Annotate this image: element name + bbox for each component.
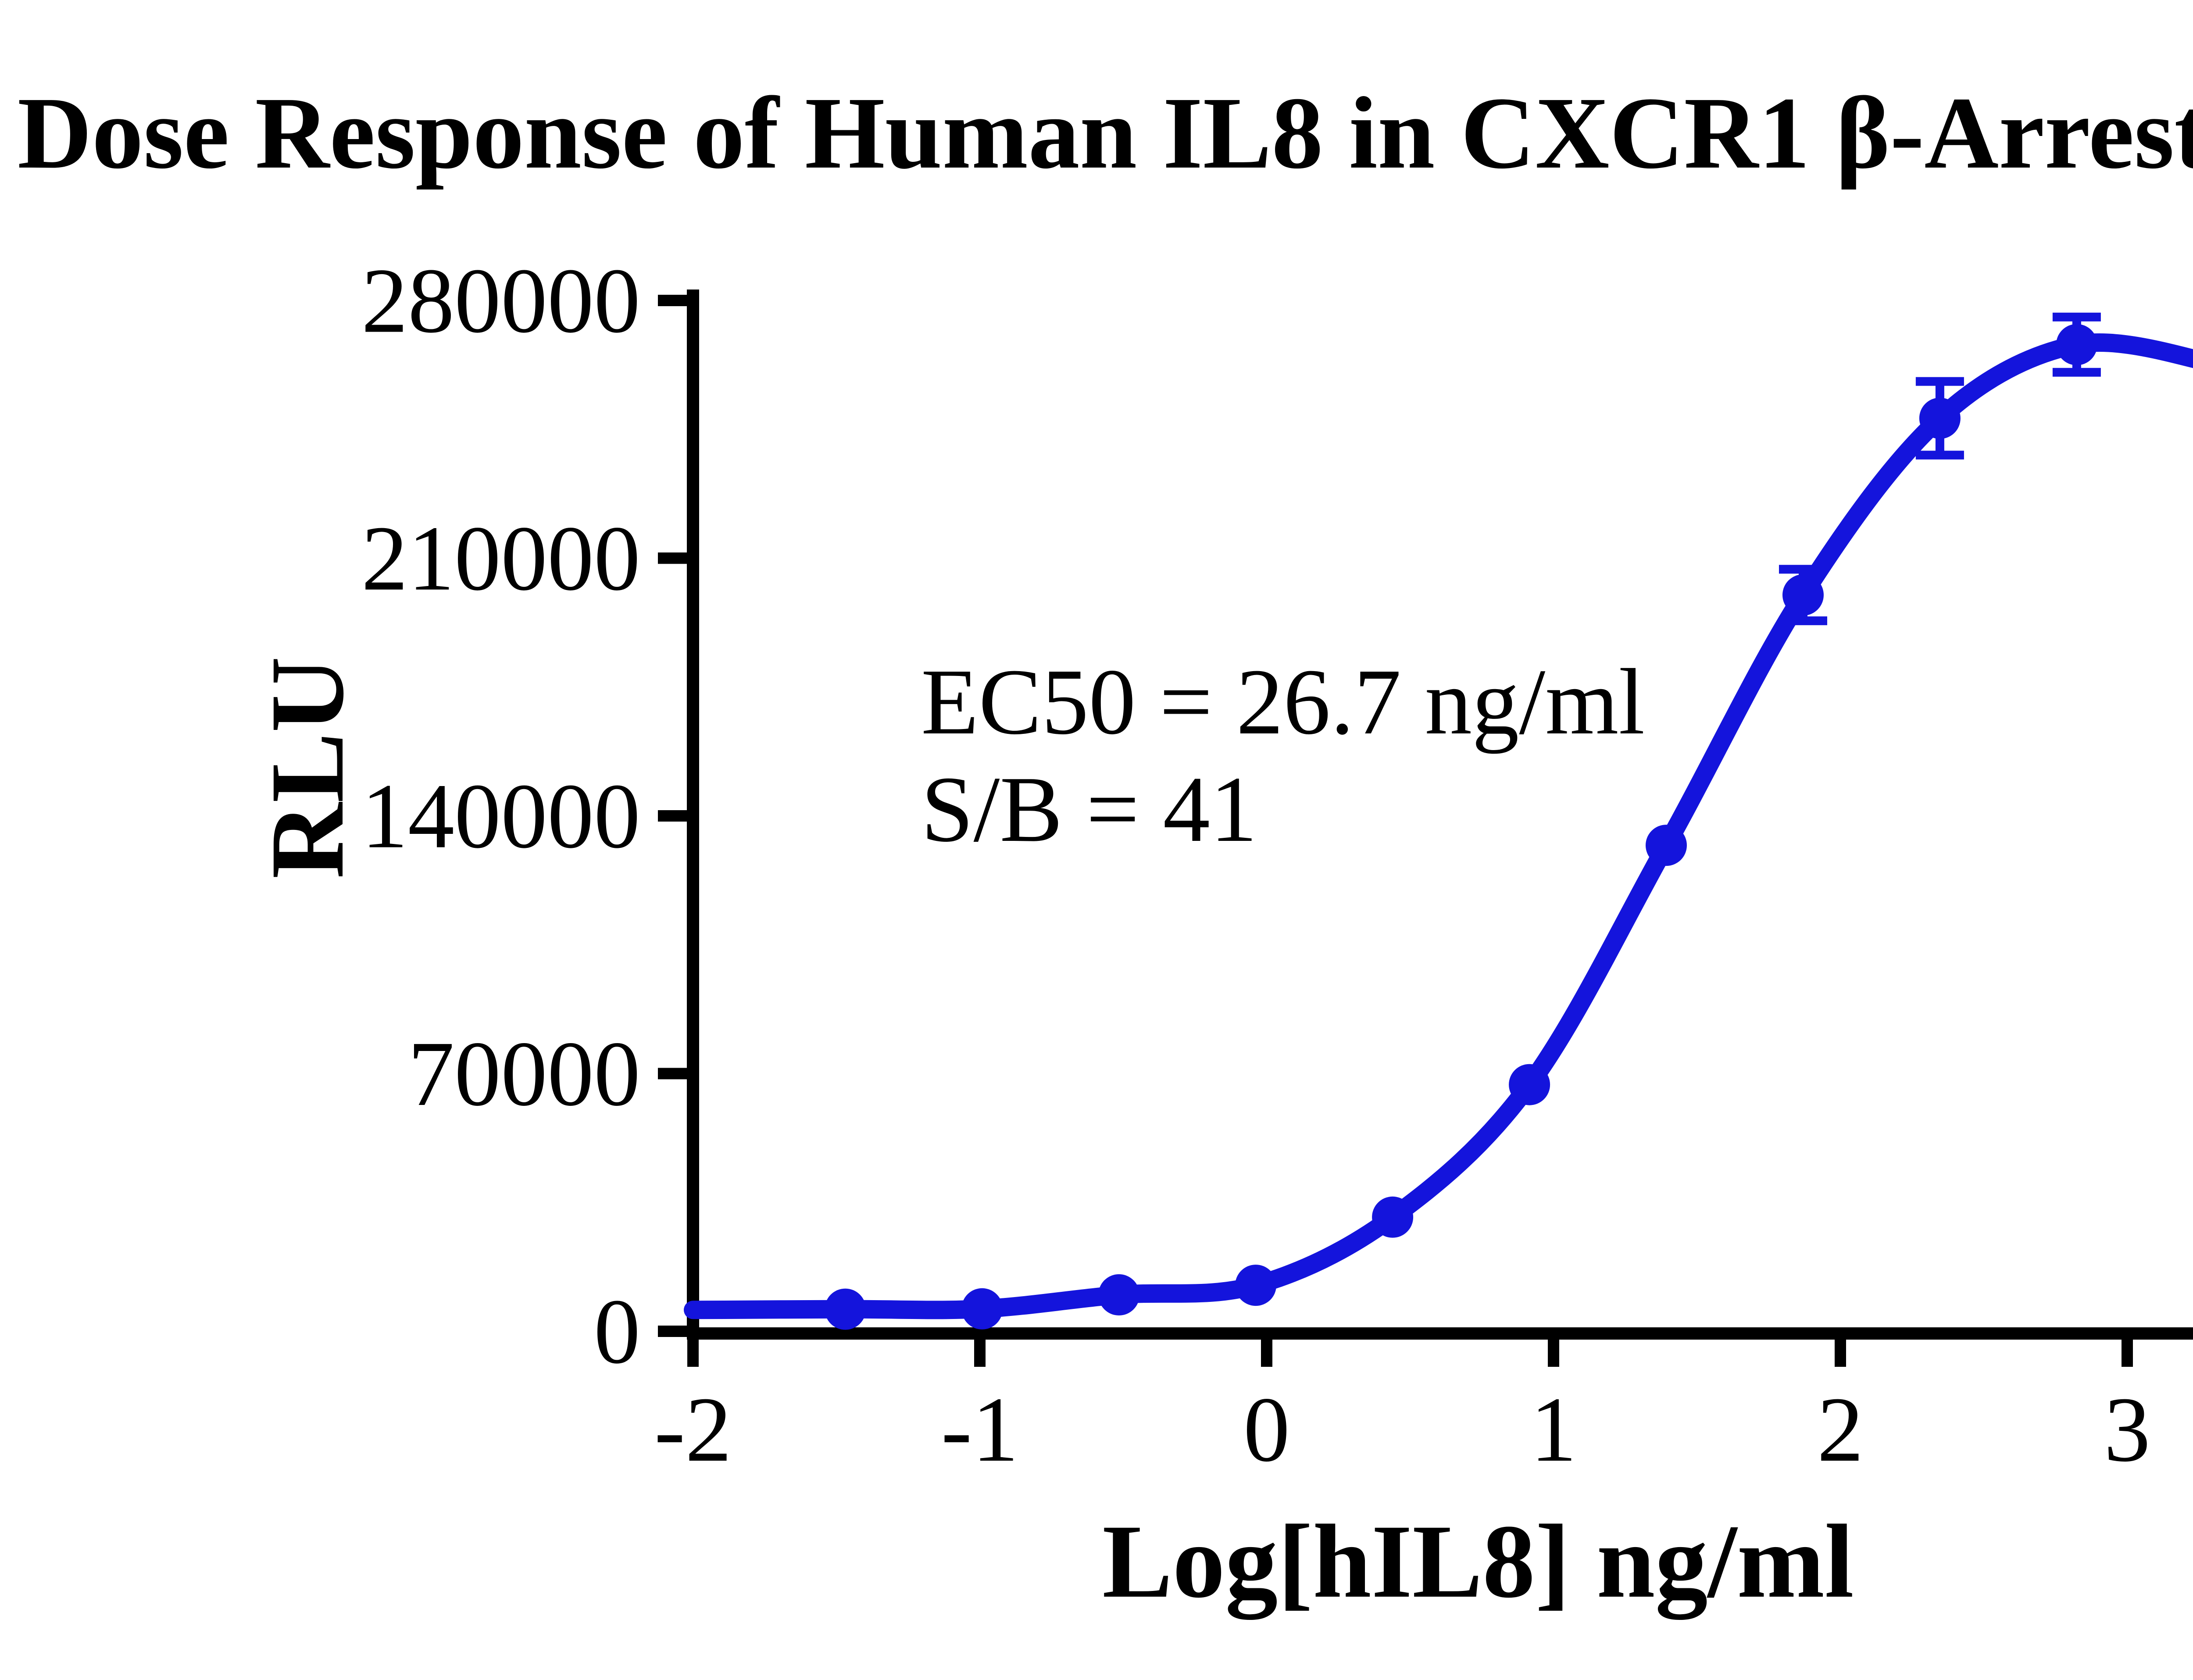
data-point	[961, 1288, 1003, 1330]
x-tick-label: 2	[1817, 1378, 1864, 1481]
y-tick-label: 210000	[361, 507, 640, 610]
x-tick-label: -2	[654, 1378, 732, 1481]
y-tick-label: 140000	[361, 765, 640, 868]
data-point	[1372, 1196, 1414, 1238]
x-tick-label: 0	[1243, 1378, 1290, 1481]
data-point	[1509, 1064, 1550, 1105]
y-tick-labels: 0 70000 140000 210000 280000	[361, 249, 640, 1383]
x-tick-labels: -2 -1 0 1 2 3	[654, 1378, 2150, 1481]
data-point	[1098, 1274, 1140, 1315]
data-point	[1919, 397, 1961, 439]
x-tick-label: 3	[2104, 1378, 2150, 1481]
annotation-block: EC50 = 26.7 ng/ml S/B = 41	[921, 649, 1645, 861]
data-point	[825, 1288, 866, 1330]
chart-title: Dose Response of Human IL8 in CXCR1 β-Ar…	[18, 76, 2193, 190]
y-axis: 0 70000 140000 210000 280000 RLU	[249, 249, 699, 1383]
data-point	[1782, 574, 1824, 616]
x-axis: -2 -1 0 1 2 3 Log[hIL8] ng/ml	[654, 1327, 2193, 1620]
fit-curve	[684, 333, 2193, 1319]
data-point	[2056, 324, 2097, 365]
data-point	[1235, 1265, 1277, 1306]
data-series	[684, 312, 2193, 1330]
x-ticks	[687, 1340, 2133, 1367]
y-tick-label: 0	[594, 1280, 640, 1383]
data-point	[1646, 825, 1687, 866]
y-tick-label: 280000	[361, 249, 640, 352]
annotation-ec50: EC50 = 26.7 ng/ml	[921, 649, 1645, 754]
y-tick-label: 70000	[408, 1022, 640, 1125]
y-ticks	[658, 295, 687, 1337]
y-axis-title: RLU	[249, 657, 365, 879]
x-axis-title: Log[hIL8] ng/ml	[1102, 1503, 1854, 1620]
x-tick-label: -1	[941, 1378, 1019, 1481]
annotation-sb: S/B = 41	[921, 757, 1257, 861]
x-tick-label: 1	[1530, 1378, 1577, 1481]
